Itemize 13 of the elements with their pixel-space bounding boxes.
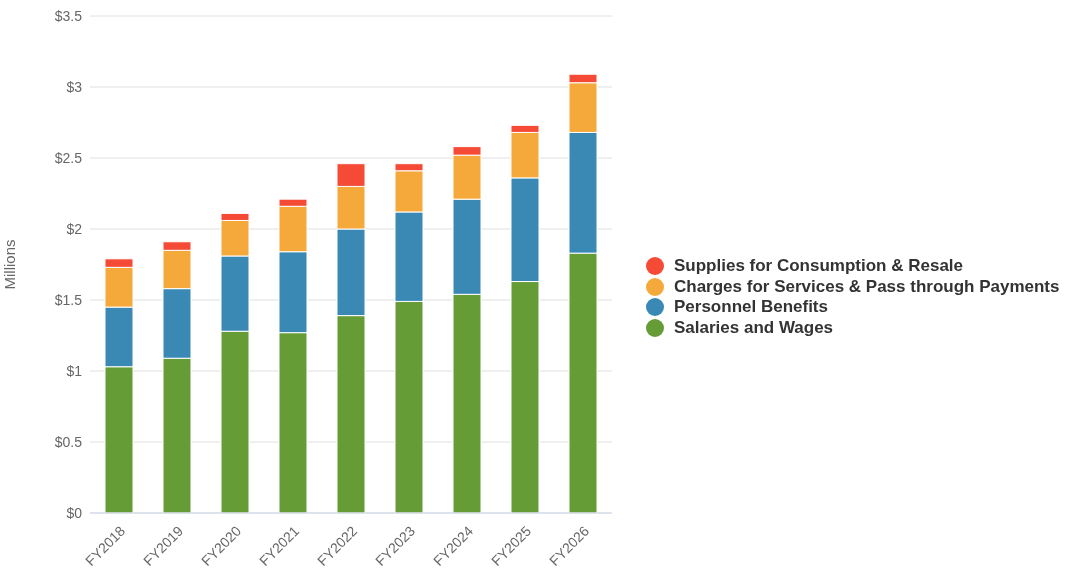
y-tick-label: $3 bbox=[66, 78, 83, 95]
y-tick-label: $2.5 bbox=[54, 149, 83, 166]
y-tick-label: $3.5 bbox=[54, 7, 83, 24]
legend-label: Charges for Services & Pass through Payments bbox=[674, 276, 1060, 297]
y-tick-label: $0.5 bbox=[54, 433, 83, 450]
y-tick-label: $1.5 bbox=[54, 291, 83, 308]
y-axis-title: Millions bbox=[1, 239, 19, 290]
y-tick-label: $2 bbox=[66, 220, 83, 237]
legend-label: Salaries and Wages bbox=[674, 317, 834, 338]
y-tick-label: $1 bbox=[66, 362, 83, 379]
legend-label: Supplies for Consumption & Resale bbox=[674, 256, 964, 277]
legend-label: Personnel Benefits bbox=[674, 297, 828, 318]
y-tick-label: $0 bbox=[66, 504, 83, 521]
